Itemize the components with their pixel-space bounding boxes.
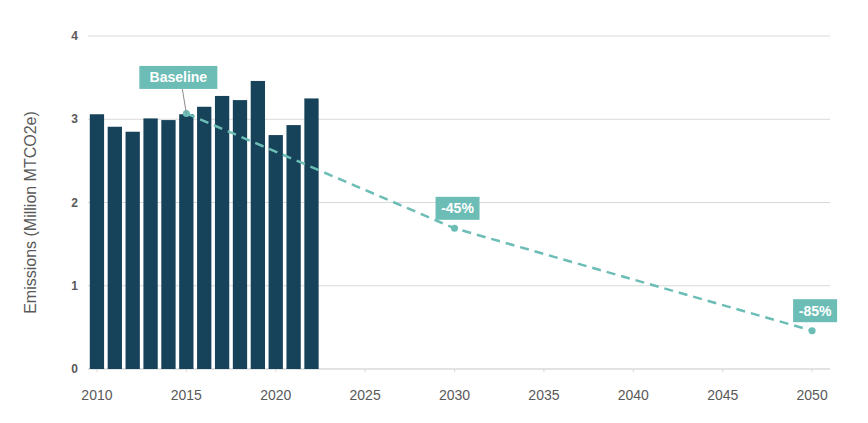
x-tick-label: 2045	[707, 387, 738, 403]
bar	[304, 98, 318, 369]
bar	[233, 100, 247, 369]
x-tick-label: 2030	[439, 387, 470, 403]
y-tick-label: 4	[71, 29, 78, 43]
x-tick	[454, 369, 455, 372]
grid	[88, 36, 830, 369]
bar	[251, 81, 265, 369]
line	[186, 113, 812, 330]
y-axis-label: Emissions (Million MTCO2e)	[22, 111, 39, 314]
bar	[197, 107, 211, 369]
bar	[215, 96, 229, 369]
bar	[269, 135, 283, 369]
annotation: Baseline	[139, 66, 217, 114]
annotation-box	[793, 299, 837, 322]
x-tick-label: 2010	[81, 387, 112, 403]
annotations: Baseline -45% -85%	[139, 66, 837, 322]
bar	[143, 118, 157, 369]
annotation: -45%	[436, 197, 480, 220]
x-tick	[365, 369, 366, 372]
x-tick-label: 2025	[350, 387, 381, 403]
y-tick-label: 2	[71, 196, 78, 210]
y-tick-label: 0	[71, 362, 78, 376]
annotation: -85%	[793, 299, 837, 322]
x-tick-label: 2035	[528, 387, 559, 403]
x-tick-label: 2015	[171, 387, 202, 403]
annotation-text: Baseline	[150, 69, 208, 85]
x-tick	[96, 369, 97, 372]
bar	[179, 114, 193, 369]
bar	[161, 120, 175, 369]
y-tick-label: 3	[71, 112, 78, 126]
x-tick	[543, 369, 544, 372]
x-tick-label: 2040	[618, 387, 649, 403]
chart: 0 1 2 3 4 2010 2015 2020 2025 2030 2035 2040 2045 205…	[0, 0, 868, 423]
marks	[90, 81, 816, 369]
x-tick	[275, 369, 276, 372]
bar	[126, 132, 140, 369]
annotation-text: -45%	[441, 200, 474, 216]
x-tick	[722, 369, 723, 372]
annotation-box	[436, 197, 480, 220]
y-tick-label: 1	[71, 279, 78, 293]
annotation-leader	[182, 89, 186, 114]
x-tick-label: 2050	[797, 387, 828, 403]
x-tick	[186, 369, 187, 372]
marker	[451, 225, 458, 232]
x-tick	[633, 369, 634, 372]
x-tick-label: 2020	[260, 387, 291, 403]
annotation-box	[139, 66, 217, 89]
annotation-text: -85%	[799, 303, 832, 319]
marker	[809, 327, 816, 334]
bar	[90, 114, 104, 369]
x-tick	[812, 369, 813, 372]
bar	[108, 127, 122, 369]
grid-line	[88, 36, 830, 37]
